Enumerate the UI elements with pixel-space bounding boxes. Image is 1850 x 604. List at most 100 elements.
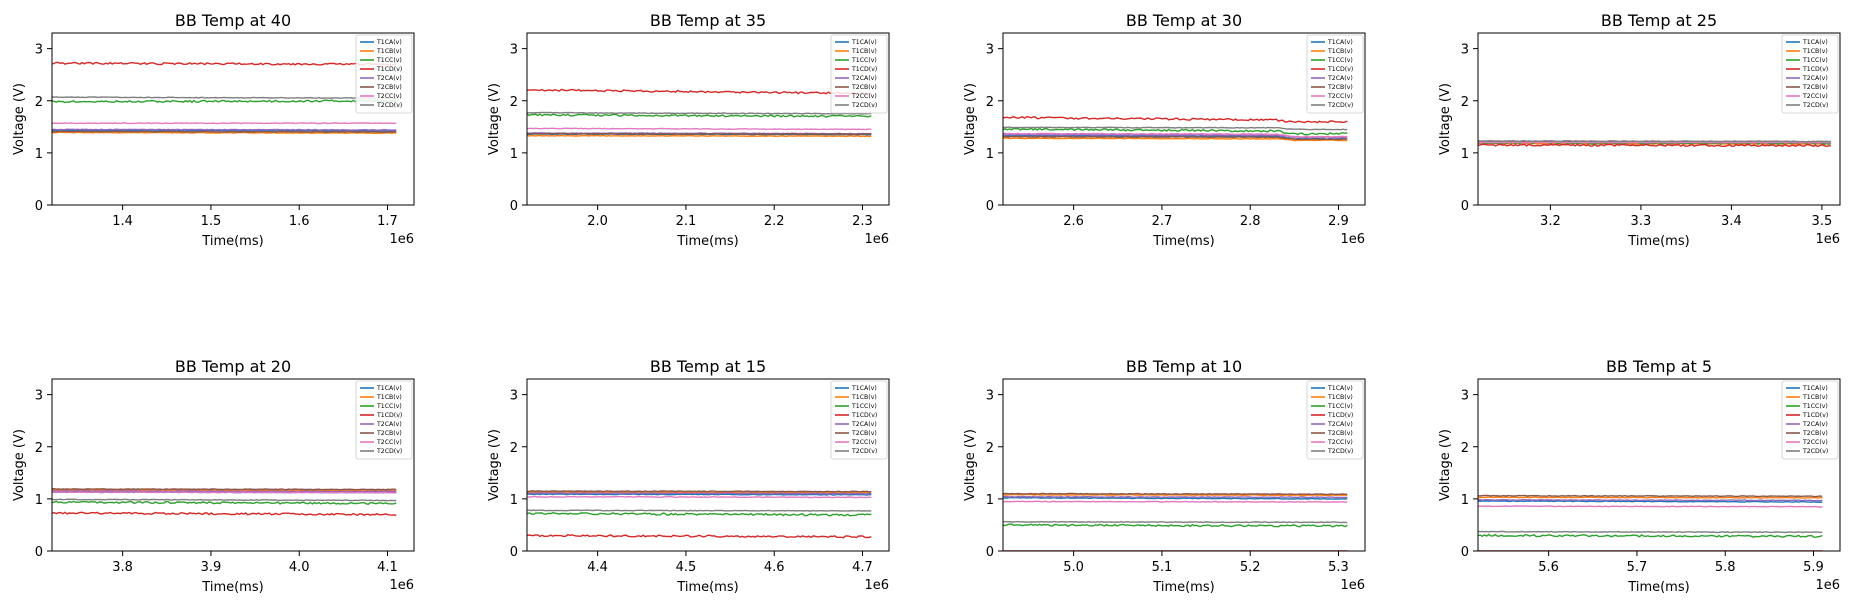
series-line-t2ccv (52, 491, 397, 494)
legend-entry: T2CC(v) (1327, 93, 1353, 100)
legend-entry: T1CD(v) (1327, 412, 1353, 419)
x-tick-label: 2.3 (852, 214, 873, 229)
x-axis-label: Time(ms) (676, 580, 738, 595)
legend: T1CA(v) T1CB(v) T1CC(v) T1CD(v) T2CA(v) T2CB(… (355, 380, 413, 460)
legend-box (1781, 380, 1839, 460)
y-tick-label: 2 (986, 441, 994, 456)
series-line-t1ccv (52, 99, 397, 104)
legend-entry: T1CC(v) (851, 57, 877, 64)
series-line-t2cbv (1003, 492, 1348, 496)
x-tick-label: 1.5 (201, 214, 222, 229)
series-line-t2ccv (527, 495, 872, 499)
legend-entry: T2CC(v) (1802, 93, 1828, 100)
series-line-t1cav (1478, 500, 1823, 504)
x-tick-label: 2.6 (1063, 214, 1084, 229)
series-line-t1ccv (1003, 523, 1348, 528)
series-line-t1cav (527, 493, 872, 496)
y-tick-label: 1 (986, 147, 994, 162)
axes-frame (51, 378, 415, 552)
y-tick-label: 2 (510, 441, 518, 456)
y-tick-label: 2 (35, 95, 43, 110)
legend-entry: T1CB(v) (851, 394, 877, 401)
x-tick-label: 2.1 (676, 214, 697, 229)
legend-entry: T1CD(v) (376, 412, 402, 419)
subplot-title: BB Temp at 35 (650, 11, 766, 30)
legend-entry: T2CB(v) (1802, 430, 1828, 437)
x-tick-label: 3.3 (1631, 214, 1652, 229)
x-offset-text: 1e6 (864, 578, 889, 593)
legend-entry: T1CA(v) (851, 385, 877, 392)
subplot-7: BB Temp at 10 5.0 5.1 5.2 5.3 0 1 2 3 Time(ms) 1e6… (963, 357, 1366, 595)
legend: T1CA(v) T1CB(v) T1CC(v) T1CD(v) T2CA(v) T2CB(… (355, 34, 413, 114)
y-tick-label: 0 (510, 545, 518, 560)
x-offset-text: 1e6 (1340, 578, 1365, 593)
series-line-t1cdv (1003, 115, 1348, 124)
series-line-t2cav (527, 492, 872, 495)
legend-entry: T2CC(v) (1802, 439, 1828, 446)
subplot-2: BB Temp at 35 2.0 2.1 2.2 2.3 0 1 2 3 Time(ms) 1e6… (487, 11, 890, 249)
legend-entry: T1CC(v) (376, 57, 402, 64)
legend-entry: T2CD(v) (1327, 448, 1353, 455)
legend-entry: T2CC(v) (376, 93, 402, 100)
y-axis-label: Voltage (V) (487, 83, 502, 155)
legend-entry: T2CA(v) (851, 75, 877, 82)
y-tick-label: 3 (986, 43, 994, 58)
x-tick-label: 3.4 (1721, 214, 1742, 229)
series-line-t2cbv (527, 490, 872, 493)
y-axis-label: Voltage (V) (963, 429, 978, 501)
legend-entry: T2CD(v) (1802, 102, 1828, 109)
y-axis-label: Voltage (V) (963, 83, 978, 155)
series-line-t2ccv (527, 127, 872, 131)
subplot-title: BB Temp at 15 (650, 357, 766, 376)
legend-entry: T2CD(v) (851, 448, 877, 455)
series-lines (1478, 494, 1823, 551)
legend-entry: T1CA(v) (1802, 39, 1828, 46)
y-tick-label: 1 (35, 147, 43, 162)
legend: T1CA(v) T1CB(v) T1CC(v) T1CD(v) T2CA(v) T2CB(… (830, 380, 888, 460)
series-line-t1cbv (1003, 493, 1348, 497)
x-axis-label: Time(ms) (1627, 580, 1689, 595)
legend-entry: T1CB(v) (851, 48, 877, 55)
subplot-4: BB Temp at 25 3.2 3.3 3.4 3.5 0 1 2 3 Time(ms) 1e6… (1438, 11, 1841, 249)
series-lines (1003, 115, 1348, 142)
y-axis-label: Voltage (V) (487, 429, 502, 501)
y-tick-label: 1 (510, 147, 518, 162)
x-tick-label: 5.6 (1538, 560, 1559, 575)
axes-frame (1477, 32, 1841, 206)
series-line-t1cbv (527, 491, 872, 494)
y-axis-label: Voltage (V) (1438, 429, 1453, 501)
subplot-title: BB Temp at 30 (1126, 11, 1242, 30)
legend-entry: T2CC(v) (851, 93, 877, 100)
x-tick-label: 5.3 (1328, 560, 1349, 575)
x-tick-label: 4.6 (764, 560, 785, 575)
legend-entry: T1CB(v) (376, 394, 402, 401)
x-tick-label: 3.2 (1540, 214, 1561, 229)
series-line-t2cbv (1478, 494, 1823, 498)
legend-entry: T1CC(v) (1802, 403, 1828, 410)
legend-entry: T2CB(v) (851, 84, 877, 91)
legend-entry: T2CA(v) (376, 75, 402, 82)
legend-entry: T2CB(v) (1327, 430, 1353, 437)
series-line-t2cdv (1003, 126, 1348, 131)
series-line-t1cav (52, 129, 397, 133)
legend-entry: T2CD(v) (376, 448, 402, 455)
legend-entry: T1CB(v) (1802, 48, 1828, 55)
legend-entry: T2CA(v) (376, 421, 402, 428)
legend: T1CA(v) T1CB(v) T1CC(v) T1CD(v) T2CA(v) T2CB(… (1306, 380, 1364, 460)
y-tick-label: 0 (986, 199, 994, 214)
legend-entry: T2CA(v) (1802, 421, 1828, 428)
series-line-t2cbv (1003, 135, 1348, 141)
legend-entry: T1CA(v) (1802, 385, 1828, 392)
legend: T1CA(v) T1CB(v) T1CC(v) T1CD(v) T2CA(v) T2CB(… (1781, 380, 1839, 460)
legend-entry: T2CB(v) (851, 430, 877, 437)
legend-entry: T1CC(v) (1327, 57, 1353, 64)
x-axis-label: Time(ms) (1152, 234, 1214, 249)
x-tick-label: 2.8 (1240, 214, 1261, 229)
series-line-t2cav (1003, 495, 1348, 499)
legend-entry: T1CA(v) (851, 39, 877, 46)
x-tick-label: 5.9 (1803, 560, 1824, 575)
x-tick-label: 2.2 (764, 214, 785, 229)
series-line-t1cbv (1478, 496, 1823, 499)
legend-entry: T2CD(v) (851, 102, 877, 109)
